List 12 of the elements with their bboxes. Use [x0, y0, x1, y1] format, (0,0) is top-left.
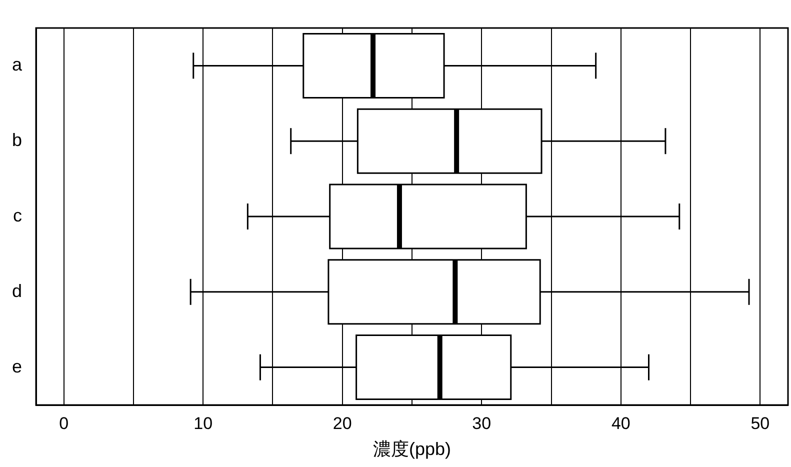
y-tick-label: c — [13, 205, 22, 226]
x-tick-label: 10 — [194, 414, 213, 433]
y-tick-label: b — [12, 130, 22, 150]
x-tick-label: 30 — [472, 414, 492, 433]
y-tick-label: d — [12, 280, 22, 301]
x-tick-label: 50 — [750, 414, 770, 433]
x-tick-label: 20 — [332, 414, 352, 433]
y-tick-label: e — [12, 356, 22, 376]
x-tick-label: 40 — [611, 414, 630, 433]
x-tick-label: 0 — [59, 414, 69, 433]
x-axis-title: 濃度(ppb) — [372, 439, 452, 460]
y-tick-label: a — [12, 54, 23, 75]
